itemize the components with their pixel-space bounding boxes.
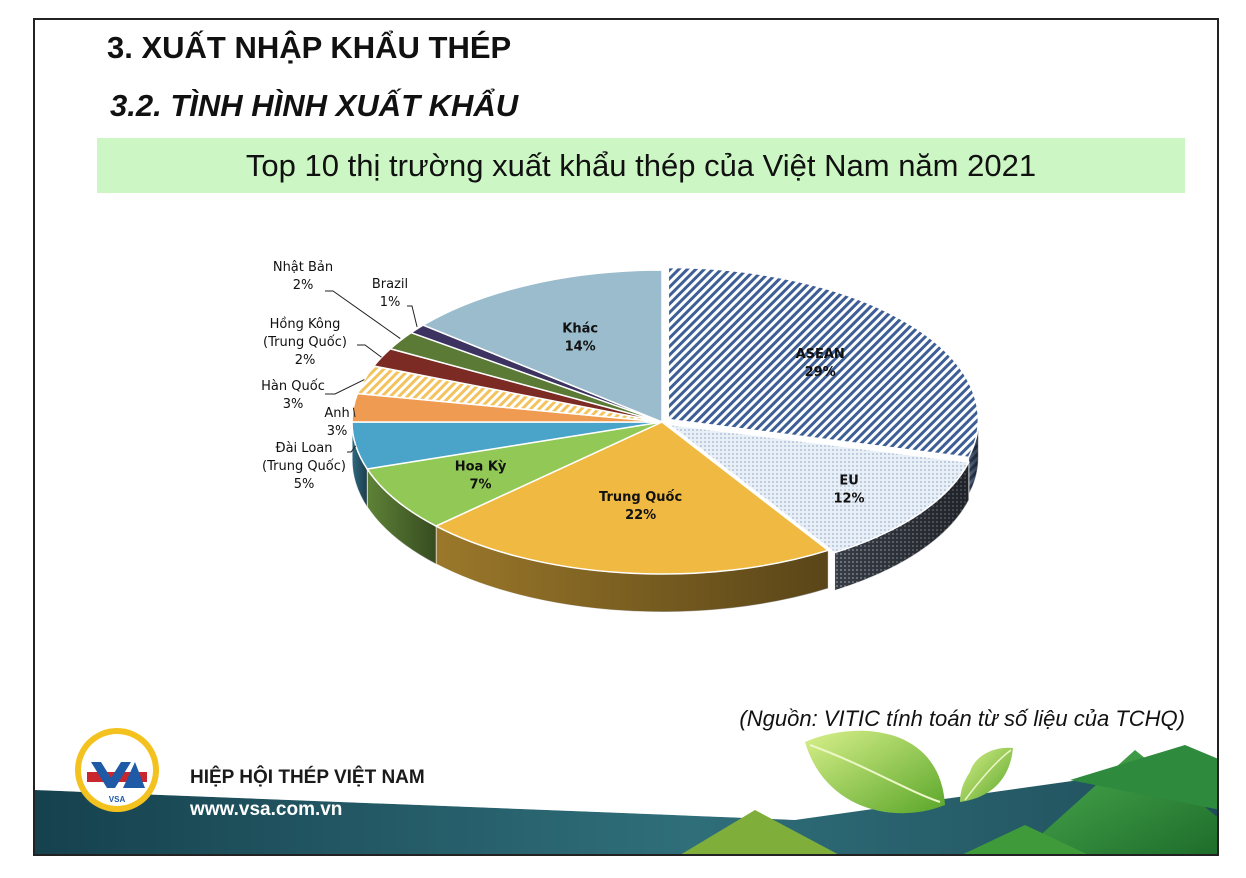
pie-slice-hoa-ky <box>365 421 663 527</box>
leader-brazil <box>407 305 418 327</box>
footer-band: VSA HIỆP HỘI THÉP VIỆT NAM www.vsa.com.v… <box>35 728 1217 854</box>
leader-anh <box>352 407 356 418</box>
vsa-logo: VSA <box>75 728 159 812</box>
pie-side-shade-dai-loan-trung-quoc <box>352 422 368 507</box>
pie-side-shade-asean <box>968 419 979 496</box>
chart-title: Top 10 thị trường xuất khẩu thép của Việ… <box>245 148 1037 183</box>
slide: 3. XUẤT NHẬP KHẨU THÉP 3.2. TÌNH HÌNH XU… <box>33 18 1219 856</box>
chart-title-banner: Top 10 thị trường xuất khẩu thép của Việ… <box>97 138 1185 193</box>
pie-label-dai-loan-trung-quoc: Đài Loan (Trung Quốc) 5% <box>262 441 346 492</box>
leader-hong-kong-trung-quoc <box>357 344 382 358</box>
section-subheading: 3.2. TÌNH HÌNH XUẤT KHẨU <box>110 88 519 123</box>
website: www.vsa.com.vn <box>189 799 342 820</box>
pie-label-eu: EU 12% <box>833 474 864 507</box>
source-note: (Nguồn: VITIC tính toán từ số liệu của T… <box>739 706 1185 731</box>
pie-side-shade-trung-quoc <box>436 526 829 612</box>
pie-side-shade-hoa-ky <box>367 468 437 565</box>
logo-text: VSA <box>109 795 126 804</box>
pie-slice-trung-quoc <box>434 421 830 575</box>
pie-slice-asean <box>667 266 980 459</box>
pie-label-hong-kong-trung-quoc: Hồng Kông (Trung Quốc) 2% <box>263 317 347 368</box>
pie-slice-eu <box>665 423 970 554</box>
pie-label-anh: Anh 3% <box>324 406 349 439</box>
section-heading: 3. XUẤT NHẬP KHẨU THÉP <box>107 30 512 65</box>
pie-label-trung-quoc: Trung Quốc 22% <box>599 490 682 523</box>
pie-label-nhat-ban: Nhật Bản 2% <box>273 260 333 293</box>
leader-nhat-ban <box>325 290 401 339</box>
leader-dai-loan-trung-quoc <box>347 445 357 453</box>
pie-label-hoa-ky: Hoa Kỳ 7% <box>455 460 507 493</box>
pie-side-shade-eu <box>834 462 969 591</box>
org-name: HIỆP HỘI THÉP VIỆT NAM <box>190 766 425 788</box>
leader-han-quoc <box>325 379 365 395</box>
pie-chart: ASEAN 29% EU 12% Trung Quốc 22% Hoa Kỳ 7% Đài Lo… <box>261 260 980 613</box>
pie-label-asean: ASEAN 29% <box>796 347 845 380</box>
pie-label-brazil: Brazil 1% <box>372 277 408 310</box>
pie-slice-khac <box>421 269 663 424</box>
pie-label-khac: Khác 14% <box>562 322 598 355</box>
pie-label-han-quoc: Hàn Quốc 3% <box>261 379 325 412</box>
